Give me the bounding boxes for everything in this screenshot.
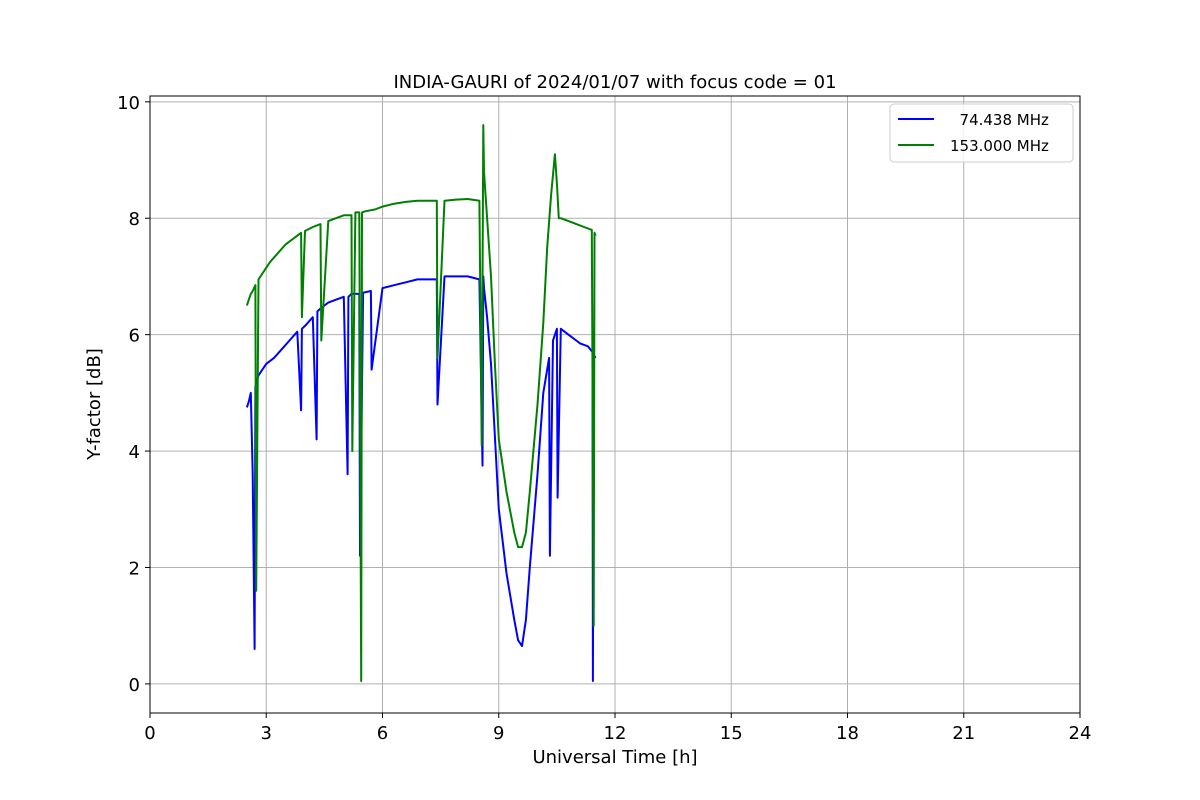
y-axis-label: Y-factor [dB]: [84, 348, 105, 461]
y-axis: 0 2 4 6 8 10: [117, 93, 150, 696]
y-tick-label: 6: [129, 326, 140, 347]
series-153mhz-line: [245, 124, 597, 682]
x-tick-label: 18: [836, 723, 859, 744]
x-tick-label: 3: [261, 723, 272, 744]
x-tick-label: 9: [493, 723, 504, 744]
x-axis: 0 3 6 9 12 15 18 21 24: [144, 713, 1091, 744]
x-tick-label: 24: [1069, 723, 1092, 744]
chart-title: INDIA-GAURI of 2024/01/07 with focus cod…: [393, 72, 836, 93]
x-tick-label: 21: [952, 723, 975, 744]
y-tick-label: 4: [129, 442, 140, 463]
series-74mhz-line: [245, 275, 597, 682]
x-tick-label: 12: [604, 723, 627, 744]
y-tick-label: 2: [129, 558, 140, 579]
legend: 74.438 MHz 153.000 MHz: [889, 103, 1074, 163]
legend-box: [889, 103, 1074, 163]
series-layer: [245, 124, 597, 682]
x-axis-label: Universal Time [h]: [532, 747, 697, 768]
legend-label-153mhz: 153.000 MHz: [950, 137, 1049, 155]
x-tick-label: 6: [377, 723, 388, 744]
x-tick-label: 0: [144, 723, 155, 744]
y-tick-label: 10: [117, 93, 140, 114]
x-tick-label: 15: [720, 723, 743, 744]
y-tick-label: 8: [129, 209, 140, 230]
legend-label-74mhz: 74.438 MHz: [950, 111, 1049, 129]
y-tick-label: 0: [129, 675, 140, 696]
